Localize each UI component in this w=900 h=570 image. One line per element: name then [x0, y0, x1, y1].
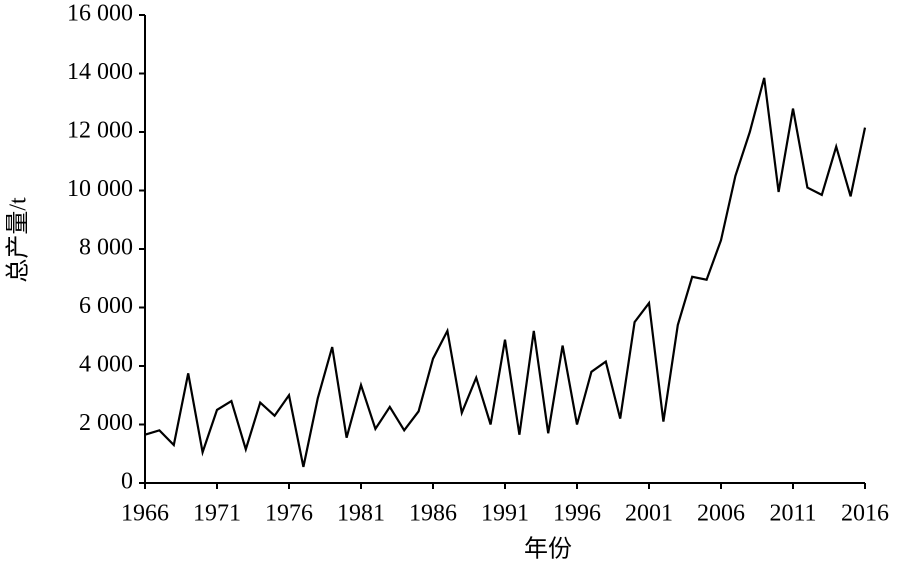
x-tick-label: 1976 [265, 501, 313, 527]
x-tick-label: 1966 [121, 501, 169, 527]
x-tick-label: 2011 [769, 501, 816, 527]
x-tick-label: 2016 [841, 501, 889, 527]
y-tick-label: 0 [121, 469, 133, 495]
x-tick-label: 1986 [409, 501, 457, 527]
data-line [144, 77, 867, 468]
y-tick-label: 8 000 [79, 235, 133, 261]
y-tick-label: 12 000 [67, 118, 133, 144]
x-tick-label: 2006 [697, 501, 745, 527]
x-tick-label: 1991 [481, 501, 529, 527]
x-tick-label: 1971 [193, 501, 241, 527]
y-tick-label: 4 000 [79, 352, 133, 378]
y-tick-label: 2 000 [79, 410, 133, 436]
y-tick-label: 14 000 [67, 59, 133, 85]
y-tick-label: 10 000 [67, 176, 133, 202]
x-tick-label: 1996 [553, 501, 601, 527]
y-axis-label: 总产量/t [5, 197, 32, 283]
y-tick-label: 6 000 [79, 293, 133, 319]
x-axis-label: 年份 [524, 536, 572, 563]
y-tick-label: 16 000 [67, 1, 133, 27]
x-tick-label: 2001 [625, 501, 673, 527]
x-tick-label: 1981 [337, 501, 385, 527]
